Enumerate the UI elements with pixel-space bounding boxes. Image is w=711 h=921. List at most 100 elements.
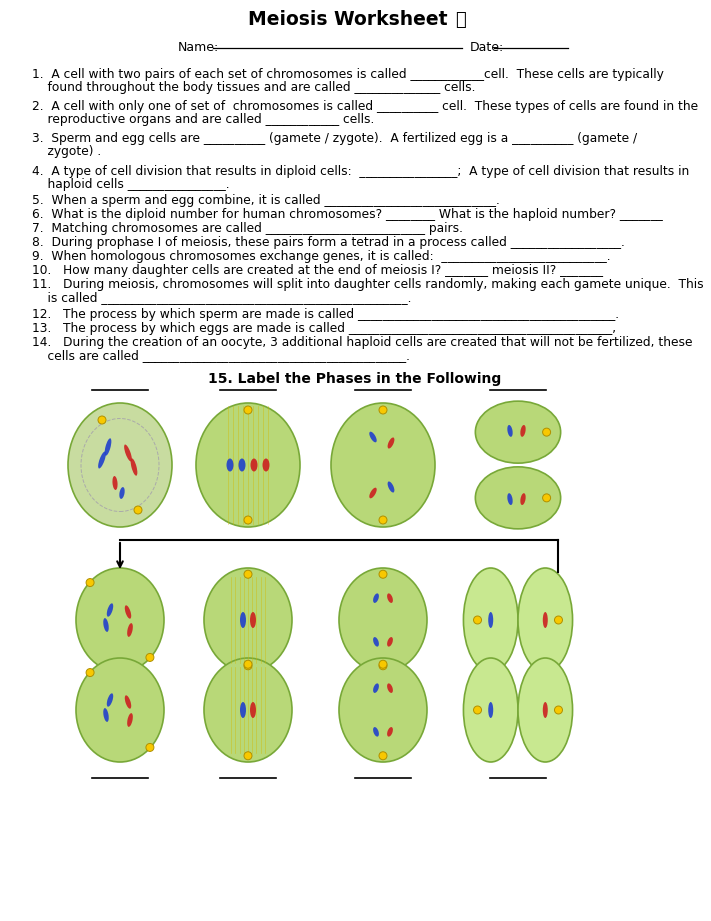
- Ellipse shape: [373, 683, 379, 693]
- Circle shape: [244, 570, 252, 578]
- Circle shape: [244, 516, 252, 524]
- Text: 14.   During the creation of an oocyte, 3 additional haploid cells are created t: 14. During the creation of an oocyte, 3 …: [32, 336, 693, 349]
- Ellipse shape: [112, 476, 117, 490]
- Ellipse shape: [204, 658, 292, 762]
- Ellipse shape: [103, 708, 109, 722]
- Ellipse shape: [125, 695, 132, 708]
- Ellipse shape: [464, 658, 518, 762]
- Circle shape: [146, 653, 154, 661]
- Text: zygote) .: zygote) .: [32, 145, 101, 158]
- Ellipse shape: [387, 482, 395, 493]
- Ellipse shape: [518, 568, 572, 672]
- Ellipse shape: [387, 683, 393, 693]
- Ellipse shape: [227, 459, 233, 472]
- Ellipse shape: [331, 403, 435, 527]
- Ellipse shape: [125, 605, 132, 619]
- Text: 4.  A type of cell division that results in diploid cells:  ________________;  A: 4. A type of cell division that results …: [32, 165, 689, 178]
- Ellipse shape: [238, 459, 245, 472]
- Text: 6.  What is the diploid number for human chromosomes? ________ What is the haplo: 6. What is the diploid number for human …: [32, 208, 663, 221]
- Text: 12.   The process by which sperm are made is called ____________________________: 12. The process by which sperm are made …: [32, 308, 619, 321]
- Ellipse shape: [387, 727, 393, 737]
- Ellipse shape: [464, 568, 518, 672]
- Circle shape: [134, 506, 142, 514]
- Ellipse shape: [196, 403, 300, 527]
- Ellipse shape: [339, 658, 427, 762]
- Text: haploid cells ________________.: haploid cells ________________.: [32, 178, 230, 191]
- Ellipse shape: [240, 612, 246, 628]
- Text: 11.   During meiosis, chromosomes will split into daughter cells randomly, makin: 11. During meiosis, chromosomes will spl…: [32, 278, 704, 291]
- Text: 13.   The process by which eggs are made is called _____________________________: 13. The process by which eggs are made i…: [32, 322, 616, 335]
- Ellipse shape: [373, 727, 379, 737]
- Ellipse shape: [520, 425, 525, 437]
- Ellipse shape: [131, 459, 137, 476]
- Ellipse shape: [107, 694, 113, 706]
- Circle shape: [86, 578, 94, 587]
- Circle shape: [474, 706, 481, 714]
- Ellipse shape: [542, 702, 547, 718]
- Ellipse shape: [476, 402, 561, 463]
- Text: 15. Label the Phases in the Following: 15. Label the Phases in the Following: [208, 372, 502, 386]
- Ellipse shape: [204, 568, 292, 672]
- Ellipse shape: [76, 658, 164, 762]
- Circle shape: [244, 752, 252, 760]
- Ellipse shape: [250, 702, 256, 718]
- Ellipse shape: [518, 658, 572, 762]
- Circle shape: [542, 494, 550, 502]
- Ellipse shape: [250, 459, 257, 472]
- Circle shape: [379, 752, 387, 760]
- Circle shape: [146, 743, 154, 752]
- Circle shape: [379, 406, 387, 414]
- Text: Date:: Date:: [470, 41, 504, 54]
- Ellipse shape: [373, 637, 379, 647]
- Text: 10.   How many daughter cells are created at the end of meiosis I? _______ meios: 10. How many daughter cells are created …: [32, 264, 603, 277]
- Text: 7.  Matching chromosomes are called __________________________ pairs.: 7. Matching chromosomes are called _____…: [32, 222, 463, 235]
- Ellipse shape: [76, 568, 164, 672]
- Circle shape: [379, 516, 387, 524]
- Ellipse shape: [369, 487, 377, 498]
- Circle shape: [474, 616, 481, 624]
- Text: cells are called ___________________________________________.: cells are called _______________________…: [32, 349, 410, 362]
- Ellipse shape: [98, 451, 106, 469]
- Ellipse shape: [103, 618, 109, 632]
- Circle shape: [555, 706, 562, 714]
- Ellipse shape: [127, 624, 133, 636]
- Text: 3.  Sperm and egg cells are __________ (gamete / zygote).  A fertilized egg is a: 3. Sperm and egg cells are __________ (g…: [32, 132, 637, 145]
- Ellipse shape: [124, 445, 132, 461]
- Text: reproductive organs and are called ____________ cells.: reproductive organs and are called _____…: [32, 113, 375, 126]
- Ellipse shape: [387, 437, 395, 449]
- Text: Name:: Name:: [178, 41, 219, 54]
- Ellipse shape: [387, 593, 393, 603]
- Ellipse shape: [476, 467, 561, 529]
- Ellipse shape: [119, 487, 124, 499]
- Ellipse shape: [105, 438, 112, 456]
- Ellipse shape: [369, 432, 377, 442]
- Ellipse shape: [488, 612, 493, 628]
- Text: is called __________________________________________________.: is called ______________________________…: [32, 291, 412, 304]
- Ellipse shape: [262, 459, 269, 472]
- Circle shape: [555, 616, 562, 624]
- Circle shape: [86, 669, 94, 677]
- Text: Meiosis Worksheet: Meiosis Worksheet: [248, 10, 448, 29]
- Ellipse shape: [107, 603, 113, 617]
- Circle shape: [379, 570, 387, 578]
- Ellipse shape: [339, 568, 427, 672]
- Ellipse shape: [542, 612, 547, 628]
- Circle shape: [244, 662, 252, 670]
- Text: 9.  When homologous chromosomes exchange genes, it is called:  _________________: 9. When homologous chromosomes exchange …: [32, 250, 611, 263]
- Ellipse shape: [520, 493, 525, 505]
- Ellipse shape: [488, 702, 493, 718]
- Ellipse shape: [250, 612, 256, 628]
- Circle shape: [98, 416, 106, 424]
- Circle shape: [379, 660, 387, 669]
- Ellipse shape: [240, 702, 246, 718]
- Circle shape: [542, 428, 550, 437]
- Circle shape: [379, 662, 387, 670]
- Ellipse shape: [387, 637, 393, 647]
- Ellipse shape: [508, 425, 513, 437]
- Ellipse shape: [373, 593, 379, 603]
- Ellipse shape: [68, 403, 172, 527]
- Circle shape: [244, 406, 252, 414]
- Text: 🦩: 🦩: [455, 11, 466, 29]
- Text: 2.  A cell with only one of set of  chromosomes is called __________ cell.  Thes: 2. A cell with only one of set of chromo…: [32, 100, 698, 113]
- Text: 5.  When a sperm and egg combine, it is called ____________________________.: 5. When a sperm and egg combine, it is c…: [32, 194, 500, 207]
